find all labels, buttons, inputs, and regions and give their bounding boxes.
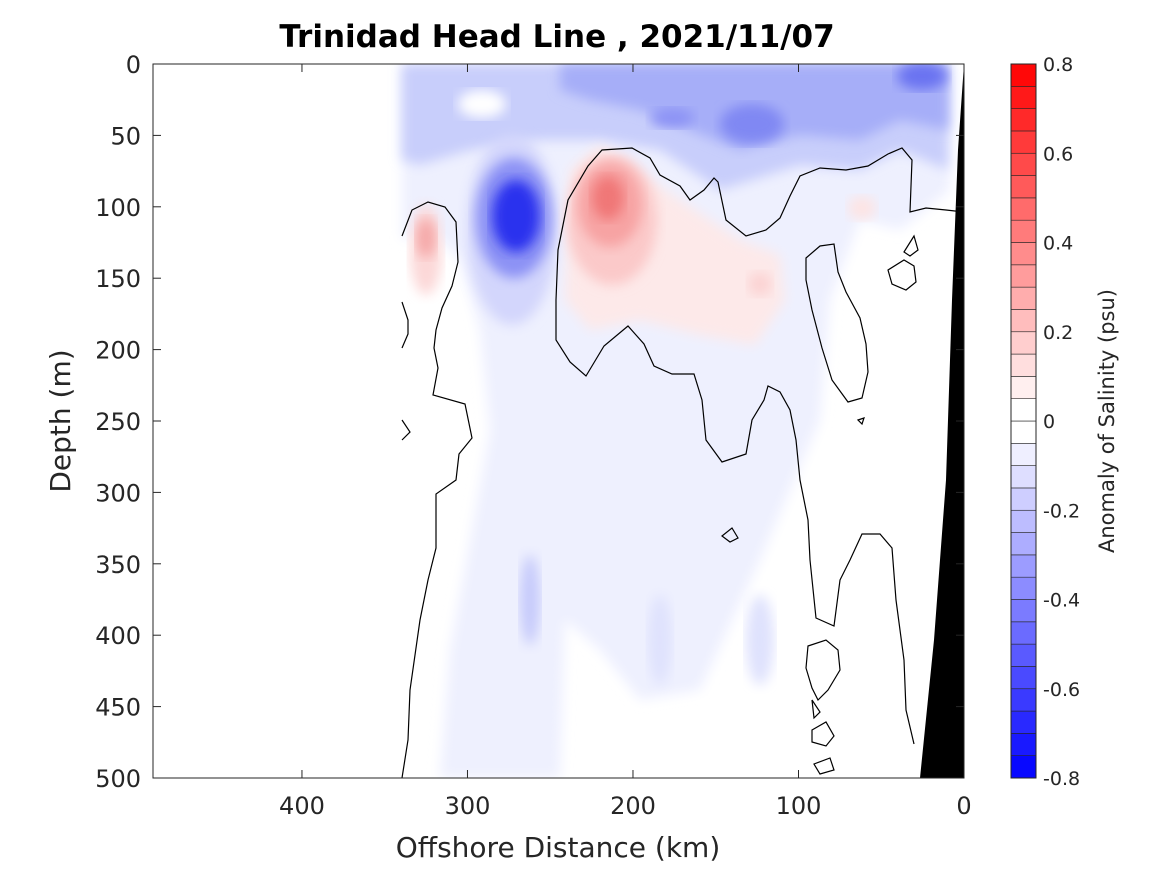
colorbar-swatch [1010, 443, 1037, 466]
colorbar-swatch [1010, 621, 1037, 645]
y-tick-label: 100 [95, 194, 141, 222]
deep-fresh-core [492, 180, 540, 252]
y-tick-label: 0 [126, 51, 141, 79]
zero-contour-loop-7 [811, 699, 821, 720]
salty-patch-140km [748, 272, 772, 296]
x-tick-label: 300 [445, 792, 491, 820]
zero-contour-west-stub-2 [401, 419, 411, 441]
y-tick-label: 400 [95, 622, 141, 650]
y-tick-label: 150 [95, 265, 141, 293]
zero-contour-loop-8 [721, 527, 739, 543]
colorbar-swatch [1010, 733, 1037, 756]
zero-contour-loop-4 [805, 639, 841, 702]
zero-contour-loop-5 [811, 721, 835, 747]
colorbar-swatch [1010, 175, 1037, 199]
colorbar-swatch [1010, 264, 1037, 288]
bathymetry-slope [920, 64, 964, 778]
colorbar-swatch [1010, 331, 1037, 355]
y-tick-label: 300 [95, 479, 141, 507]
surface-white-pocket [458, 90, 506, 118]
colorbar-tick-label: -0.8 [1043, 768, 1080, 790]
x-axis-label: Offshore Distance (km) [396, 831, 721, 864]
colorbar-tick-label: 0.6 [1043, 143, 1073, 165]
colorbar-swatch [1010, 286, 1037, 310]
colorbar-swatch [1010, 63, 1037, 87]
colorbar-swatch [1010, 130, 1037, 154]
y-tick-label: 200 [95, 337, 141, 365]
colorbar-tick-label: -0.4 [1043, 590, 1080, 612]
colorbar-swatch [1010, 152, 1037, 176]
colorbar-swatch [1010, 465, 1037, 489]
colorbar-swatch [1010, 643, 1037, 667]
colorbar-tick-label: 0 [1043, 411, 1055, 433]
zero-contour-west [401, 201, 473, 778]
zero-contour-loop-1 [805, 243, 869, 403]
colorbar-swatch [1010, 509, 1037, 533]
zero-contour-west-stub [401, 301, 409, 349]
colorbar-ticks: 0.8 0.6 0.4 0.2 0 -0.2 -0.4 -0.6 -0.8 [1043, 54, 1080, 790]
colorbar-swatch [1010, 755, 1037, 779]
salty-core-210km [592, 176, 624, 220]
colorbar-swatch [1010, 666, 1037, 690]
y-tick-label: 350 [95, 551, 141, 579]
x-axis-ticks: 400 300 200 100 0 [279, 64, 972, 820]
salty-patch-60km [848, 196, 876, 220]
deep-fresh-streak-1 [520, 555, 540, 645]
colorbar-tick-label: 0.8 [1043, 54, 1073, 76]
colorbar-swatch [1010, 420, 1037, 444]
y-tick-label: 50 [110, 122, 141, 150]
colorbar-swatch [1010, 554, 1037, 578]
colorbar-swatch [1010, 353, 1037, 377]
zero-contour-main [555, 147, 964, 301]
zero-contour-loop-6 [813, 757, 835, 775]
colorbar-swatch [1010, 219, 1037, 243]
y-axis-ticks: 0 50 100 150 200 250 300 350 400 450 500 [95, 51, 964, 793]
zero-contour-main-lower [555, 300, 915, 745]
x-tick-label: 0 [956, 792, 971, 820]
colorbar-swatch [1010, 242, 1037, 266]
colorbar-swatch [1010, 398, 1037, 422]
x-tick-label: 400 [279, 792, 325, 820]
zero-contour-loop-9 [856, 417, 865, 426]
salty-core-320km [416, 218, 436, 258]
colorbar-swatch [1010, 376, 1037, 399]
chart-title: Trinidad Head Line , 2021/11/07 [279, 19, 834, 55]
colorbar-swatch [1010, 309, 1037, 333]
y-tick-label: 250 [95, 408, 141, 436]
colorbar-swatch [1010, 599, 1037, 623]
y-axis-label: Depth (m) [44, 349, 77, 492]
colorbar-swatch [1010, 688, 1037, 712]
anomaly-field [401, 64, 964, 778]
deep-fresh-streak-2 [648, 595, 672, 685]
colorbar-swatch [1010, 487, 1037, 511]
zero-contour-loop-3 [903, 234, 919, 257]
colorbar-swatch [1010, 576, 1037, 600]
colorbar-frame [1010, 63, 1037, 779]
colorbar-tick-label: 0.2 [1043, 322, 1073, 344]
colorbar [1010, 63, 1037, 779]
fresh-core-200km [650, 108, 694, 128]
deep-fresh-streak-3 [746, 595, 774, 685]
fresh-core-120km [720, 104, 784, 144]
colorbar-swatch [1010, 86, 1037, 109]
y-tick-label: 500 [95, 765, 141, 793]
colorbar-tick-label: -0.6 [1043, 679, 1080, 701]
colorbar-tick-label: -0.2 [1043, 500, 1080, 522]
x-tick-label: 200 [610, 792, 656, 820]
colorbar-swatch [1010, 197, 1037, 221]
zero-contour-loop-2 [887, 259, 917, 291]
y-tick-label: 450 [95, 694, 141, 722]
colorbar-swatch [1010, 532, 1037, 556]
colorbar-swatch [1010, 108, 1037, 132]
colorbar-tick-label: 0.4 [1043, 233, 1073, 255]
x-tick-label: 100 [776, 792, 822, 820]
colorbar-swatch [1010, 710, 1037, 734]
zero-contours [401, 147, 964, 778]
colorbar-label: Anomaly of Salinity (psu) [1095, 289, 1119, 553]
nearshore-fresh-core [897, 64, 947, 90]
